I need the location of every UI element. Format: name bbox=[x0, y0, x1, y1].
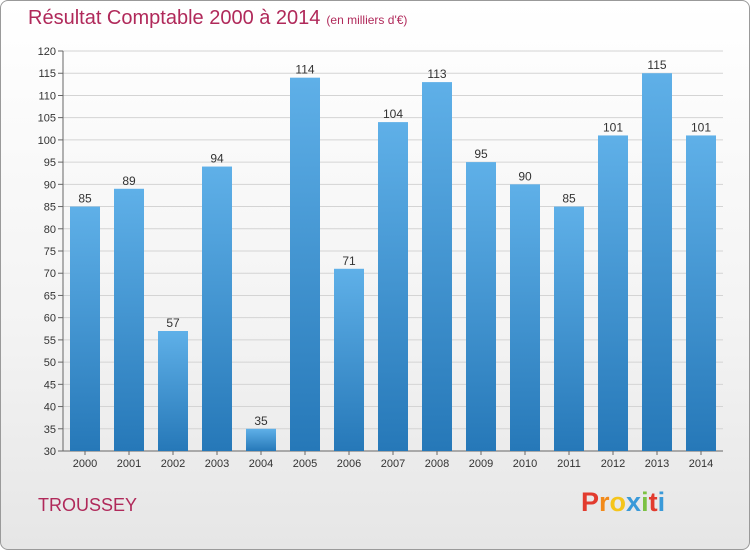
x-tick-label: 2007 bbox=[381, 458, 405, 470]
bar-value-label: 94 bbox=[210, 152, 224, 166]
y-tick-label: 65 bbox=[44, 290, 56, 302]
y-tick-label: 105 bbox=[38, 113, 56, 125]
bar-value-label: 85 bbox=[78, 192, 92, 206]
bar bbox=[422, 82, 452, 451]
x-tick-label: 2010 bbox=[513, 458, 537, 470]
logo-letter: o bbox=[609, 487, 627, 517]
y-tick-label: 100 bbox=[38, 135, 56, 147]
logo-letter: r bbox=[599, 487, 610, 517]
bar-value-label: 85 bbox=[562, 192, 576, 206]
logo-letter: i bbox=[641, 487, 649, 517]
y-tick-label: 95 bbox=[44, 157, 56, 169]
logo-letter: i bbox=[657, 487, 666, 517]
x-tick-label: 2012 bbox=[601, 458, 625, 470]
x-tick-label: 2002 bbox=[161, 458, 185, 470]
bar bbox=[554, 206, 584, 451]
y-tick-label: 85 bbox=[44, 202, 56, 214]
bar-value-label: 101 bbox=[691, 120, 711, 134]
bar-value-label: 114 bbox=[295, 63, 314, 77]
y-tick-label: 55 bbox=[44, 335, 56, 347]
y-tick-label: 30 bbox=[44, 446, 56, 458]
logo-letter: x bbox=[626, 487, 642, 517]
bar-value-label: 115 bbox=[647, 58, 666, 72]
bar bbox=[686, 135, 716, 451]
x-tick-label: 2000 bbox=[73, 458, 97, 470]
bar bbox=[466, 162, 496, 451]
bar bbox=[334, 268, 364, 451]
bar-value-label: 57 bbox=[166, 316, 180, 330]
y-tick-label: 90 bbox=[44, 179, 56, 191]
y-axis-ticks: 30 35 40 45 50 55 60 65 70 75 80 85 90 95 100 105 110 115… bbox=[38, 46, 56, 458]
logo-letter: P bbox=[581, 487, 600, 517]
chart-subtitle: (en milliers d'€) bbox=[326, 13, 408, 27]
x-tick-label: 2011 bbox=[557, 458, 581, 470]
x-tick-label: 2001 bbox=[117, 458, 141, 470]
x-tick-label: 2005 bbox=[293, 458, 317, 470]
y-tick-label: 110 bbox=[38, 90, 56, 102]
bar-value-label: 101 bbox=[603, 120, 623, 134]
proxiti-logo: Proxiti bbox=[581, 487, 665, 518]
bar bbox=[598, 135, 628, 451]
y-tick-label: 80 bbox=[44, 224, 56, 236]
chart-title-text: Résultat Comptable 2000 à 2014 bbox=[28, 7, 321, 29]
bar bbox=[510, 184, 540, 452]
bar bbox=[114, 188, 144, 451]
bar bbox=[158, 331, 188, 451]
y-tick-label: 60 bbox=[44, 313, 56, 325]
bar bbox=[70, 206, 100, 451]
x-tick-label: 2013 bbox=[645, 458, 669, 470]
place-name: TROUSSEY bbox=[38, 495, 138, 515]
x-tick-label: 2004 bbox=[249, 458, 273, 470]
logo-letter: t bbox=[648, 487, 658, 517]
bar-value-label: 95 bbox=[474, 147, 488, 161]
x-tick-label: 2003 bbox=[205, 458, 229, 470]
y-tick-label: 120 bbox=[38, 46, 56, 58]
y-tick-label: 40 bbox=[44, 402, 56, 414]
bar bbox=[290, 77, 320, 452]
y-tick-label: 70 bbox=[44, 268, 56, 280]
x-tick-label: 2006 bbox=[337, 458, 361, 470]
y-tick-label: 75 bbox=[44, 246, 56, 258]
bar bbox=[378, 122, 408, 451]
x-tick-label: 2014 bbox=[689, 458, 713, 470]
bar-value-label: 35 bbox=[254, 414, 268, 428]
y-tick-label: 35 bbox=[44, 424, 56, 436]
chart-title: Résultat Comptable 2000 à 2014 (en millie… bbox=[28, 7, 407, 30]
y-tick-label: 115 bbox=[38, 68, 56, 80]
bar-value-label: 113 bbox=[427, 67, 446, 81]
x-tick-label: 2008 bbox=[425, 458, 449, 470]
value-labels: 85 89 57 94 35 114 71 104 113 95 90 85 101 115 101 bbox=[78, 58, 711, 428]
y-tick-label: 50 bbox=[44, 357, 56, 369]
bars bbox=[70, 73, 716, 452]
bar-value-label: 90 bbox=[518, 169, 532, 183]
bar bbox=[642, 73, 672, 451]
bar-value-label: 89 bbox=[122, 174, 136, 188]
bar-value-label: 104 bbox=[383, 107, 403, 121]
x-tick-label: 2009 bbox=[469, 458, 493, 470]
bar-value-label: 71 bbox=[342, 254, 356, 268]
bar bbox=[246, 428, 276, 451]
bar bbox=[202, 166, 232, 452]
x-axis-ticks: 2000 2001 2002 2003 2004 2005 2006 2007 2008 2009… bbox=[73, 451, 713, 470]
y-tick-label: 45 bbox=[44, 379, 56, 391]
